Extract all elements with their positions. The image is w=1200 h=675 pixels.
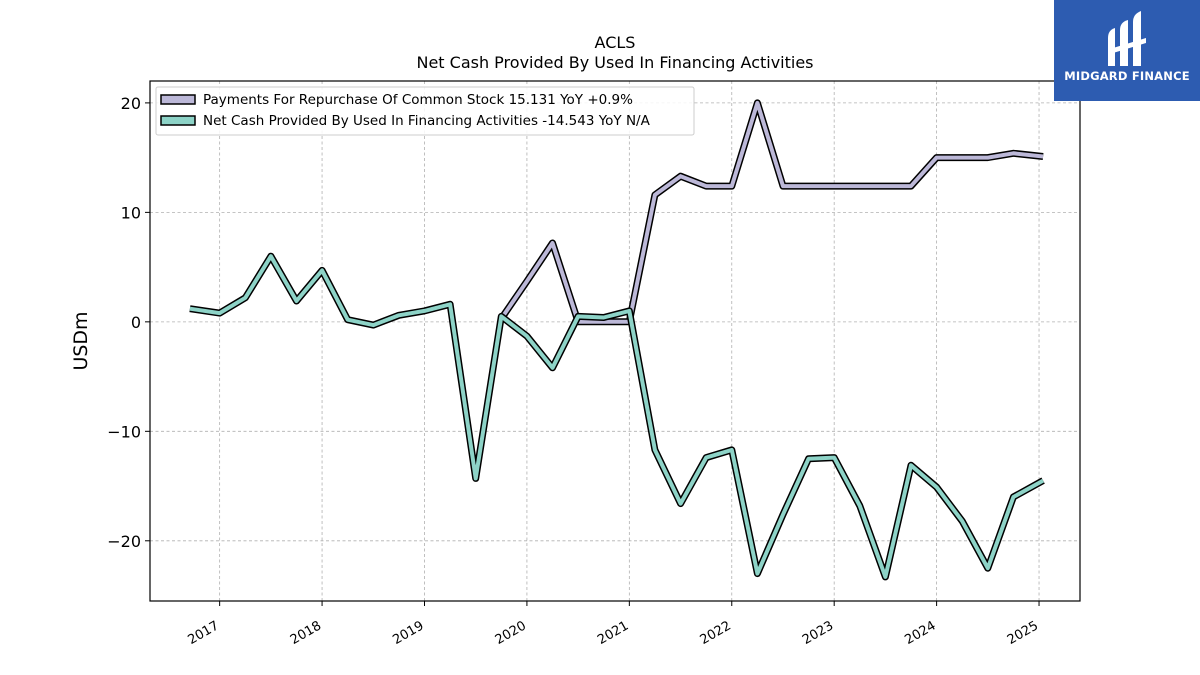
- x-tick-label: 2024: [902, 618, 938, 648]
- chart-title: ACLS: [595, 33, 636, 52]
- midgard-logo-icon: [1108, 11, 1146, 66]
- legend-swatch-repurchase: [160, 94, 196, 105]
- x-tick-label: 2022: [698, 618, 734, 648]
- repurchase-series-line: [499, 100, 1044, 324]
- chart-subtitle: Net Cash Provided By Used In Financing A…: [416, 53, 813, 72]
- x-tick-label: 2017: [185, 618, 221, 648]
- x-tick-label: 2021: [595, 618, 631, 648]
- y-axis-label: USDm: [70, 311, 92, 370]
- brand-logo: MIDGARD FINANCE: [1054, 0, 1200, 101]
- legend-box: [155, 86, 695, 136]
- x-tick-label: 2019: [390, 618, 426, 648]
- x-tick-label: 2018: [288, 618, 324, 648]
- y-tick-label: 0: [131, 313, 141, 332]
- legend-label-financing: Net Cash Provided By Used In Financing A…: [203, 113, 651, 129]
- legend-swatch-financing: [160, 115, 196, 126]
- y-tick-label: −10: [107, 422, 141, 441]
- y-tick-label: 10: [121, 203, 141, 222]
- legend-label-repurchase: Payments For Repurchase Of Common Stock …: [203, 92, 633, 108]
- x-tick-label: 2023: [800, 618, 836, 648]
- financing-series-line-outline: [189, 252, 1045, 581]
- y-tick-label: −20: [107, 532, 141, 551]
- brand-name: MIDGARD FINANCE: [1064, 69, 1190, 83]
- x-tick-label: 2020: [493, 618, 529, 648]
- x-tick-label: 2025: [1005, 618, 1041, 648]
- y-axis-ticks: 20 10 0 −10 −20: [107, 94, 150, 551]
- legend: Payments For Repurchase Of Common Stock …: [155, 86, 695, 136]
- financing-series-line: [189, 254, 1045, 579]
- y-tick-label: 20: [121, 94, 141, 113]
- series-lines: [189, 99, 1045, 581]
- plot-frame: [149, 80, 1081, 602]
- x-axis-ticks: 2017 2018 2019 2020 2021 2022 2023 2024 2025: [185, 601, 1041, 648]
